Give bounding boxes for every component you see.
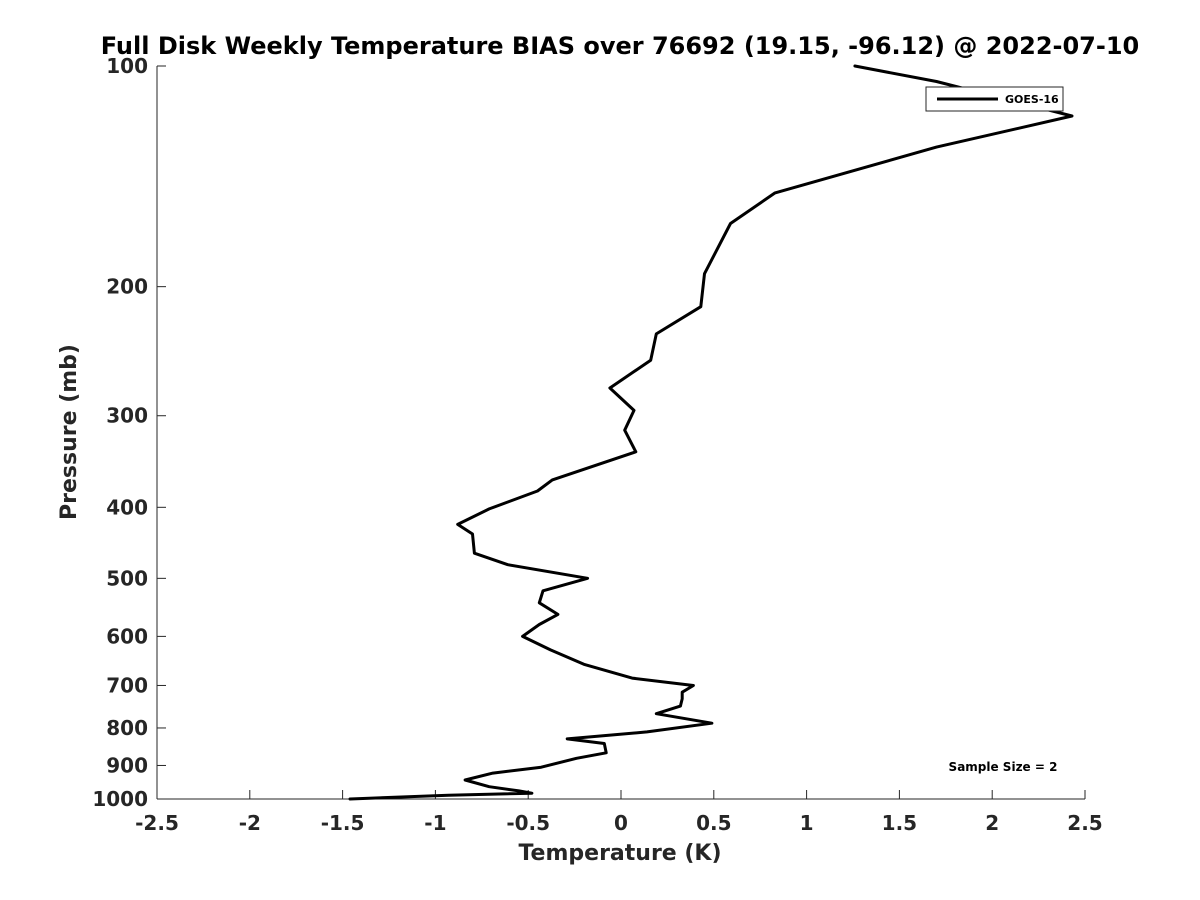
data-point (473, 552, 476, 555)
data-point (463, 778, 467, 782)
y-tick-label: 300 (106, 404, 148, 428)
x-tick-label: -1.5 (321, 811, 365, 835)
data-point (681, 691, 684, 694)
data-point (935, 145, 938, 149)
data-point (645, 730, 649, 734)
data-point (551, 478, 554, 482)
x-tick-label: 0 (614, 811, 628, 835)
y-tick-label: 1000 (92, 787, 148, 811)
y-axis-label: Pressure (mb) (57, 344, 82, 520)
data-point (530, 792, 534, 795)
data-point (566, 737, 569, 741)
data-point (540, 766, 543, 769)
data-point (603, 742, 606, 745)
data-point (692, 684, 695, 687)
y-tick-label: 100 (106, 54, 148, 78)
y-tick-label: 500 (106, 566, 148, 590)
data-point (632, 409, 636, 412)
legend: GOES-16 (925, 86, 1064, 112)
data-point (471, 532, 474, 536)
data-point (679, 704, 682, 708)
data-point (681, 697, 684, 700)
data-point (538, 623, 541, 626)
x-tick-label: -2 (239, 811, 261, 835)
y-tick-label: 400 (106, 495, 148, 519)
x-tick-label: 0.5 (696, 811, 731, 835)
data-point (623, 429, 626, 432)
x-tick-label: 2 (985, 811, 999, 835)
x-tick-label: 1.5 (882, 811, 917, 835)
data-point (488, 507, 491, 511)
x-tick-label: -1 (424, 811, 446, 835)
data-point (773, 191, 777, 195)
data-point (517, 789, 521, 793)
data-point (447, 794, 450, 797)
data-point (586, 577, 589, 580)
y-tick-label: 900 (106, 753, 148, 777)
x-tick-label: -2.5 (135, 811, 179, 835)
data-point (655, 332, 658, 336)
sample-size-annotation: Sample Size = 2 (949, 760, 1058, 774)
data-point (575, 757, 578, 760)
data-point (699, 305, 702, 308)
x-axis-label: Temperature (K) (518, 841, 721, 866)
data-layer (348, 64, 1074, 801)
data-point (1070, 114, 1074, 118)
data-point (488, 785, 491, 788)
data-point (538, 601, 541, 604)
y-tick-label: 700 (106, 673, 148, 697)
y-tick-label: 800 (106, 716, 148, 740)
data-point (853, 64, 857, 68)
data-point (506, 563, 509, 566)
data-point (710, 722, 714, 725)
data-point (605, 751, 608, 754)
y-tick-label: 200 (106, 275, 148, 299)
data-point (630, 676, 634, 680)
axes: -2.5 -2 -1.5 -1 -0.5 0 0.5 1 1.5 2 2.5 100 200 300 400… (92, 54, 1102, 835)
data-point (935, 80, 938, 83)
data-point (521, 635, 524, 638)
data-point (634, 450, 637, 453)
chart-title: Full Disk Weekly Temperature BIAS over 7… (101, 32, 1140, 60)
y-tick-label: 600 (106, 624, 148, 648)
data-point (655, 712, 658, 715)
data-point (541, 589, 545, 592)
data-point (649, 359, 652, 362)
data-point (703, 272, 706, 275)
data-point (456, 523, 459, 526)
data-point (582, 663, 586, 666)
data-point (348, 797, 352, 801)
legend-label-goes-16: GOES-16 (1005, 93, 1059, 106)
data-point (536, 489, 539, 493)
data-point (729, 222, 732, 225)
data-point (556, 613, 560, 616)
data-point (608, 386, 612, 390)
x-tick-label: 1 (800, 811, 814, 835)
data-point (491, 771, 495, 775)
x-tick-label: -0.5 (506, 811, 550, 835)
data-point (549, 648, 552, 652)
x-tick-label: 2.5 (1067, 811, 1102, 835)
